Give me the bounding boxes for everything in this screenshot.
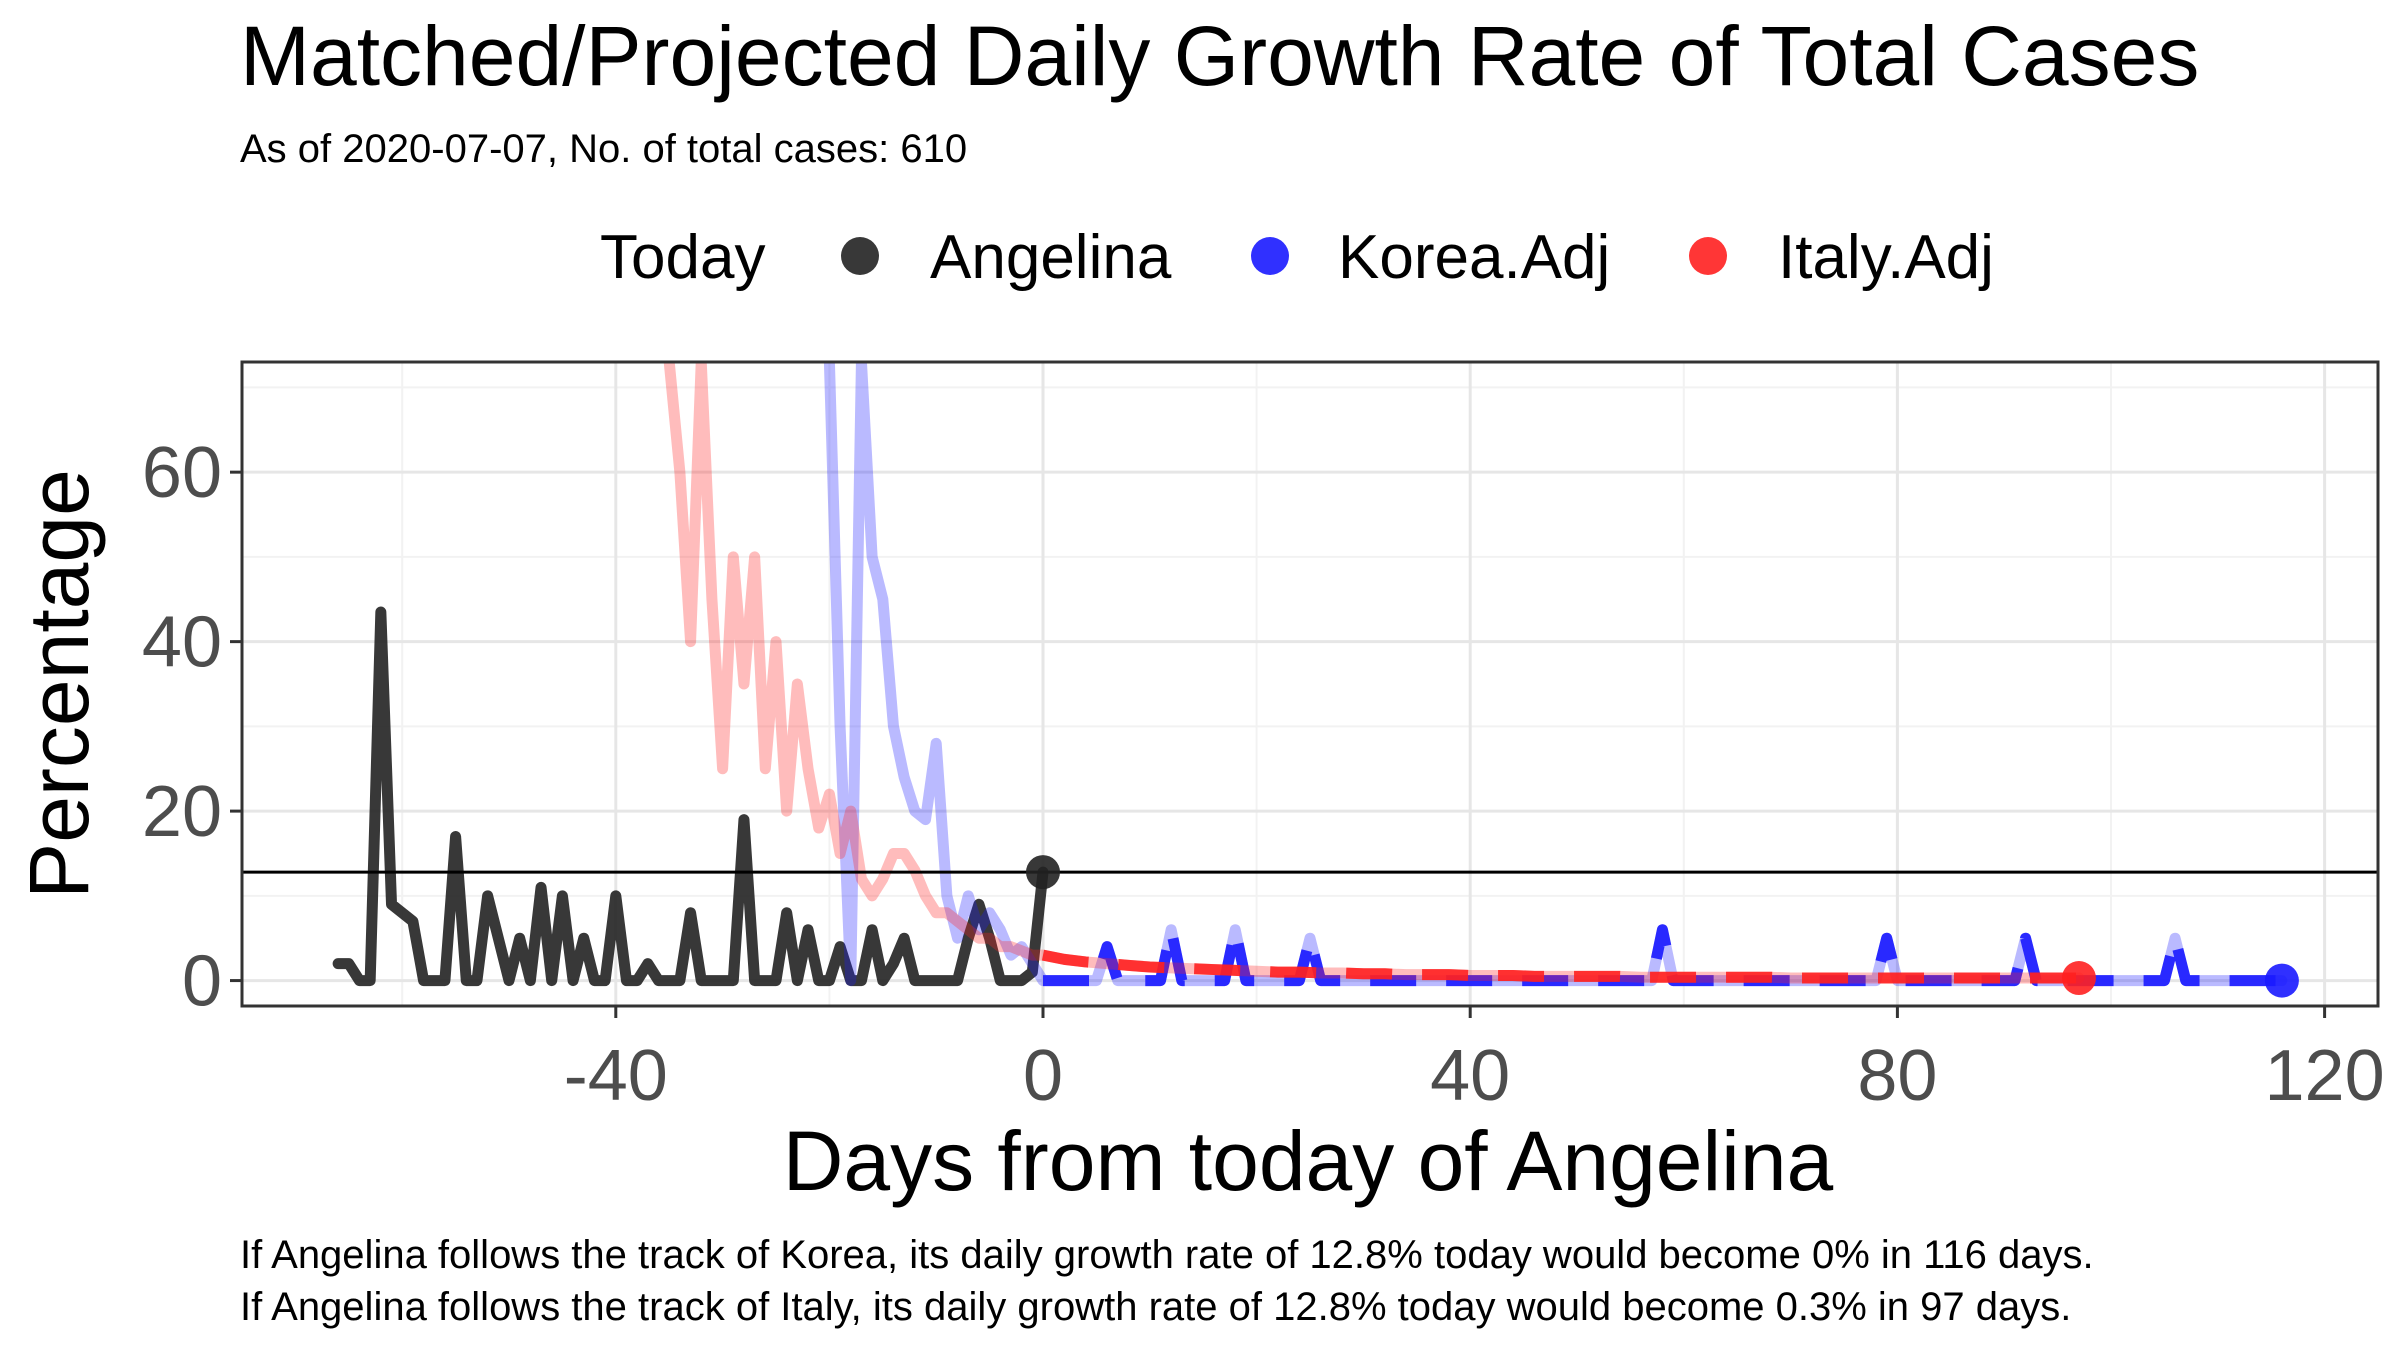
legend-title: Today: [600, 223, 765, 292]
x-tick-label: -40: [564, 1036, 668, 1116]
x-tick-label: 40: [1430, 1036, 1510, 1116]
y-tick-label: 0: [182, 942, 222, 1022]
legend-label-korea-adj: Korea.Adj: [1338, 223, 1610, 292]
y-tick-label: 60: [142, 433, 222, 513]
series-line-italy-adj-projection: [1041, 949, 2079, 984]
y-tick-label: 20: [142, 772, 222, 852]
footnote-korea: If Angelina follows the track of Korea, …: [240, 1233, 2094, 1277]
panel-border: [240, 360, 2380, 1008]
y-tick-label: 40: [142, 603, 222, 683]
series-line-angelina: [332, 606, 1049, 987]
plot-area: -40 0 40 80 120 0 20 40 60: [142, 360, 2385, 1116]
x-tick-label: 80: [1857, 1036, 1937, 1116]
footnote-italy: If Angelina follows the track of Italy, …: [240, 1285, 2071, 1329]
chart-title: Matched/Projected Daily Growth Rate of T…: [240, 9, 2199, 103]
y-axis-label: Percentage: [12, 469, 106, 899]
legend-key-italy-adj: [1689, 237, 1727, 275]
legend-label-italy-adj: Italy.Adj: [1778, 223, 1994, 292]
legend-label-angelina: Angelina: [930, 223, 1172, 292]
today-point-korea-adj: [2264, 963, 2299, 998]
x-axis-label: Days from today of Angelina: [783, 1114, 1834, 1208]
series-line-italy-adj-track: [663, 362, 2085, 984]
today-point-angelina: [1026, 855, 1060, 890]
series-group: [332, 362, 2288, 987]
panel-background: [242, 362, 2378, 1006]
legend-key-korea-adj: [1251, 237, 1289, 275]
chart-subtitle: As of 2020-07-07, No. of total cases: 61…: [240, 127, 967, 171]
x-tick-label: 0: [1023, 1036, 1063, 1116]
today-point-italy-adj: [2061, 961, 2096, 996]
x-tick-label: 120: [2265, 1036, 2385, 1116]
legend: Today Angelina Korea.Adj Italy.Adj: [600, 223, 1994, 292]
legend-key-angelina: [841, 237, 879, 275]
